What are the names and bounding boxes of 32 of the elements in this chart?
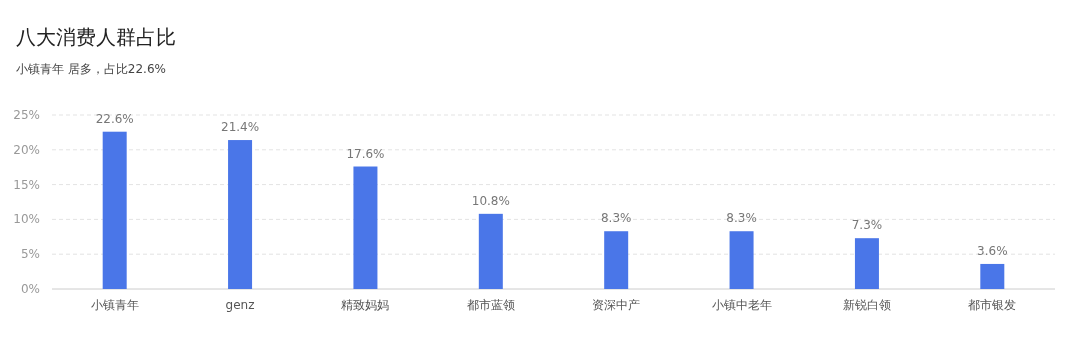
x-tick-label: 精致妈妈 — [341, 298, 390, 312]
data-label: 17.6% — [346, 146, 385, 161]
x-tick-label: genz — [225, 298, 255, 312]
bar — [353, 166, 378, 289]
bar — [228, 140, 253, 289]
x-tick-label: 小镇青年 — [90, 298, 139, 312]
bar — [854, 238, 879, 289]
y-tick-label: 10% — [13, 212, 40, 227]
y-tick-label: 20% — [13, 142, 40, 157]
bar — [980, 263, 1005, 289]
x-tick-label: 资深中产 — [592, 298, 641, 312]
bar — [604, 231, 629, 289]
y-tick-label: 15% — [13, 177, 40, 192]
x-tick-label: 都市蓝领 — [466, 298, 515, 312]
chart-subtitle: 小镇青年 居多，占比22.6% — [16, 62, 166, 76]
bar — [729, 231, 754, 289]
y-tick-label: 25% — [13, 108, 40, 122]
x-tick-label: 都市银发 — [968, 298, 1017, 312]
y-tick-label: 5% — [20, 247, 40, 262]
data-label: 22.6% — [95, 111, 134, 126]
data-label: 7.3% — [851, 218, 883, 233]
data-label: 8.3% — [600, 211, 632, 226]
data-label: 21.4% — [221, 120, 260, 135]
bar — [478, 213, 503, 289]
bar — [102, 131, 127, 289]
y-tick-label: 0% — [20, 282, 40, 296]
x-tick-label: 新锐白领 — [842, 298, 891, 312]
data-label: 8.3% — [726, 211, 757, 226]
data-label: 10.8% — [471, 193, 510, 208]
x-tick-label: 小镇中老年 — [711, 298, 772, 312]
data-label: 3.6% — [977, 243, 1008, 258]
chart-title: 八大消费人群占比 — [16, 25, 176, 49]
